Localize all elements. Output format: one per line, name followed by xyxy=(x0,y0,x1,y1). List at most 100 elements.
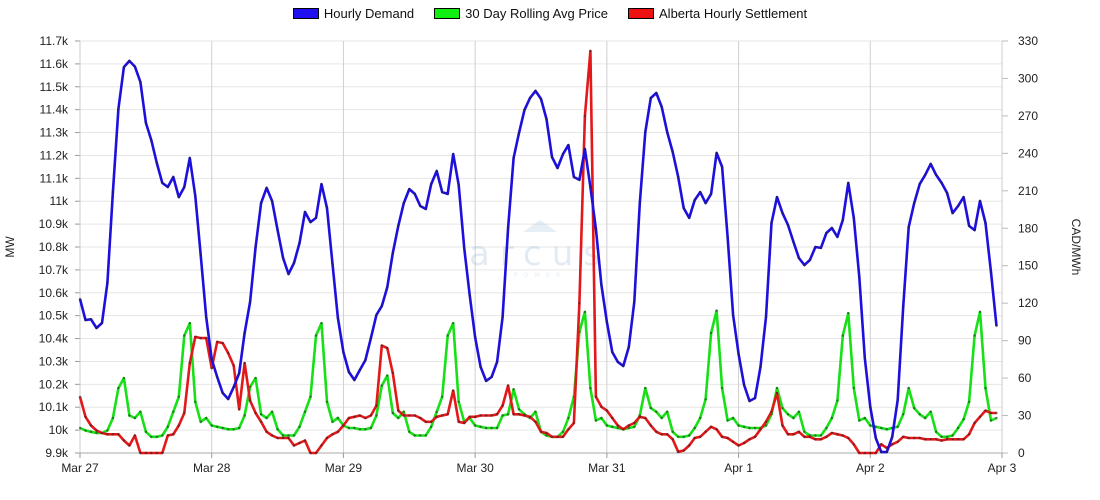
data-point-hourly-demand[interactable] xyxy=(495,360,499,364)
data-point-alberta-hourly-settlement[interactable] xyxy=(880,443,883,446)
data-point-alberta-hourly-settlement[interactable] xyxy=(139,451,142,455)
data-point-30-day-rolling-avg-price[interactable] xyxy=(726,419,729,422)
data-point-hourly-demand[interactable] xyxy=(764,315,768,319)
data-point-hourly-demand[interactable] xyxy=(699,190,702,194)
data-point-alberta-hourly-settlement[interactable] xyxy=(962,438,965,441)
data-point-hourly-demand[interactable] xyxy=(819,246,823,250)
data-point-hourly-demand[interactable] xyxy=(655,91,658,95)
data-point-alberta-hourly-settlement[interactable] xyxy=(759,428,762,431)
data-point-hourly-demand[interactable] xyxy=(934,173,938,177)
data-point-hourly-demand[interactable] xyxy=(627,345,630,349)
data-point-30-day-rolling-avg-price[interactable] xyxy=(605,424,609,427)
data-point-hourly-demand[interactable] xyxy=(869,405,872,409)
data-point-30-day-rolling-avg-price[interactable] xyxy=(397,416,400,420)
data-point-alberta-hourly-settlement[interactable] xyxy=(644,416,647,420)
data-point-hourly-demand[interactable] xyxy=(611,350,614,354)
data-point-hourly-demand[interactable] xyxy=(753,396,757,400)
data-point-30-day-rolling-avg-price[interactable] xyxy=(781,406,784,410)
data-point-30-day-rolling-avg-price[interactable] xyxy=(797,410,801,413)
data-point-alberta-hourly-settlement[interactable] xyxy=(561,435,565,438)
data-point-30-day-rolling-avg-price[interactable] xyxy=(430,425,433,428)
data-point-30-day-rolling-avg-price[interactable] xyxy=(227,428,230,431)
data-point-alberta-hourly-settlement[interactable] xyxy=(528,415,532,418)
data-point-hourly-demand[interactable] xyxy=(545,117,548,121)
data-point-hourly-demand[interactable] xyxy=(408,187,411,191)
data-point-alberta-hourly-settlement[interactable] xyxy=(830,431,834,435)
data-point-alberta-hourly-settlement[interactable] xyxy=(660,433,663,436)
data-point-alberta-hourly-settlement[interactable] xyxy=(276,436,279,440)
data-point-alberta-hourly-settlement[interactable] xyxy=(495,413,499,416)
data-point-30-day-rolling-avg-price[interactable] xyxy=(913,406,916,410)
data-point-hourly-demand[interactable] xyxy=(309,220,312,224)
data-point-hourly-demand[interactable] xyxy=(797,256,801,260)
data-point-30-day-rolling-avg-price[interactable] xyxy=(945,435,949,438)
data-point-hourly-demand[interactable] xyxy=(259,201,263,205)
data-point-hourly-demand[interactable] xyxy=(430,182,433,186)
data-point-alberta-hourly-settlement[interactable] xyxy=(331,433,334,436)
data-point-hourly-demand[interactable] xyxy=(287,272,290,276)
data-point-alberta-hourly-settlement[interactable] xyxy=(232,364,235,367)
data-point-alberta-hourly-settlement[interactable] xyxy=(715,428,718,431)
data-point-hourly-demand[interactable] xyxy=(248,300,252,304)
data-point-30-day-rolling-avg-price[interactable] xyxy=(666,410,669,413)
data-point-hourly-demand[interactable] xyxy=(402,201,405,205)
data-point-hourly-demand[interactable] xyxy=(671,150,674,154)
data-point-hourly-demand[interactable] xyxy=(924,173,927,177)
data-point-hourly-demand[interactable] xyxy=(715,151,718,155)
data-point-alberta-hourly-settlement[interactable] xyxy=(578,302,581,305)
data-point-alberta-hourly-settlement[interactable] xyxy=(380,344,383,347)
data-point-hourly-demand[interactable] xyxy=(720,165,724,169)
data-point-30-day-rolling-avg-price[interactable] xyxy=(583,310,587,314)
data-point-30-day-rolling-avg-price[interactable] xyxy=(177,395,180,398)
data-point-30-day-rolling-avg-price[interactable] xyxy=(408,430,411,433)
data-point-alberta-hourly-settlement[interactable] xyxy=(896,440,899,443)
data-point-hourly-demand[interactable] xyxy=(501,315,504,319)
data-point-30-day-rolling-avg-price[interactable] xyxy=(501,414,504,417)
data-point-alberta-hourly-settlement[interactable] xyxy=(150,451,153,455)
data-point-30-day-rolling-avg-price[interactable] xyxy=(863,416,866,420)
data-point-alberta-hourly-settlement[interactable] xyxy=(210,366,213,370)
data-point-alberta-hourly-settlement[interactable] xyxy=(720,435,724,438)
data-point-30-day-rolling-avg-price[interactable] xyxy=(128,414,131,417)
data-point-alberta-hourly-settlement[interactable] xyxy=(781,424,784,427)
data-point-30-day-rolling-avg-price[interactable] xyxy=(677,435,680,438)
data-point-hourly-demand[interactable] xyxy=(232,385,235,389)
data-point-hourly-demand[interactable] xyxy=(413,192,416,196)
data-point-hourly-demand[interactable] xyxy=(238,371,241,375)
data-point-30-day-rolling-avg-price[interactable] xyxy=(194,400,197,403)
data-point-hourly-demand[interactable] xyxy=(874,436,877,440)
data-point-30-day-rolling-avg-price[interactable] xyxy=(243,414,246,417)
data-point-alberta-hourly-settlement[interactable] xyxy=(704,430,707,433)
data-point-alberta-hourly-settlement[interactable] xyxy=(978,415,982,418)
data-point-30-day-rolling-avg-price[interactable] xyxy=(375,414,378,417)
data-point-alberta-hourly-settlement[interactable] xyxy=(490,414,493,417)
data-point-hourly-demand[interactable] xyxy=(781,211,784,215)
data-point-alberta-hourly-settlement[interactable] xyxy=(556,435,559,438)
data-point-alberta-hourly-settlement[interactable] xyxy=(221,341,224,345)
data-point-alberta-hourly-settlement[interactable] xyxy=(737,444,740,447)
data-point-alberta-hourly-settlement[interactable] xyxy=(874,451,877,455)
data-point-alberta-hourly-settlement[interactable] xyxy=(111,433,115,436)
data-point-alberta-hourly-settlement[interactable] xyxy=(786,433,790,436)
data-point-alberta-hourly-settlement[interactable] xyxy=(825,435,828,438)
data-point-alberta-hourly-settlement[interactable] xyxy=(484,414,488,417)
data-point-hourly-demand[interactable] xyxy=(205,315,208,319)
data-point-30-day-rolling-avg-price[interactable] xyxy=(715,309,718,312)
data-point-30-day-rolling-avg-price[interactable] xyxy=(232,428,235,431)
data-point-alberta-hourly-settlement[interactable] xyxy=(402,414,405,417)
data-point-30-day-rolling-avg-price[interactable] xyxy=(737,424,740,427)
data-point-hourly-demand[interactable] xyxy=(100,321,104,325)
data-point-alberta-hourly-settlement[interactable] xyxy=(967,433,971,436)
data-point-alberta-hourly-settlement[interactable] xyxy=(523,414,526,417)
data-point-alberta-hourly-settlement[interactable] xyxy=(638,415,641,418)
data-point-hourly-demand[interactable] xyxy=(424,207,427,211)
data-point-30-day-rolling-avg-price[interactable] xyxy=(386,374,389,377)
data-point-30-day-rolling-avg-price[interactable] xyxy=(929,410,932,413)
data-point-alberta-hourly-settlement[interactable] xyxy=(973,421,976,425)
data-point-30-day-rolling-avg-price[interactable] xyxy=(984,386,987,390)
data-point-hourly-demand[interactable] xyxy=(918,182,921,186)
data-point-alberta-hourly-settlement[interactable] xyxy=(100,431,104,435)
data-point-30-day-rolling-avg-price[interactable] xyxy=(303,410,307,413)
data-point-hourly-demand[interactable] xyxy=(128,59,131,63)
data-point-alberta-hourly-settlement[interactable] xyxy=(391,371,394,375)
